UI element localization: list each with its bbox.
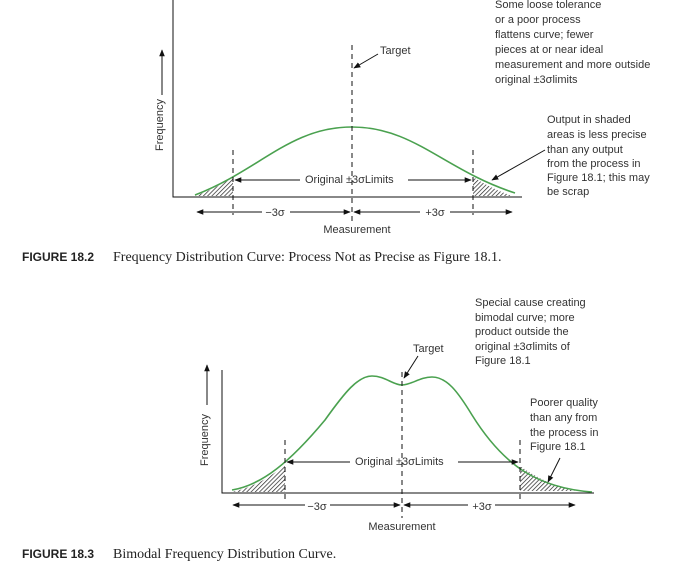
target-arrow bbox=[353, 53, 379, 69]
minus-sigma: −3σ bbox=[265, 207, 285, 219]
target-arrow bbox=[403, 355, 419, 379]
annotation: Figure 18.1 bbox=[530, 441, 586, 453]
x-axis-label: Measurement bbox=[323, 224, 390, 236]
annotation: Figure 18.1 bbox=[475, 355, 531, 367]
annotation: bimodal curve; more bbox=[475, 312, 575, 324]
y-axis-label: Frequency bbox=[154, 99, 166, 151]
limits-label: Original ±3σLimits bbox=[355, 456, 444, 468]
annotation: original ±3σlimits bbox=[495, 74, 578, 86]
annotation: original ±3σlimits of bbox=[475, 341, 571, 353]
annotation: the process in bbox=[530, 427, 598, 439]
plus-sigma: +3σ bbox=[425, 207, 445, 219]
annotation: Special cause creating bbox=[475, 297, 586, 309]
caption-label: FIGURE 18.2 bbox=[22, 250, 94, 264]
target-label: Target bbox=[413, 343, 444, 355]
annotation: Poorer quality bbox=[530, 397, 598, 409]
annotation: flattens curve; fewer bbox=[495, 29, 594, 41]
shaded-area bbox=[195, 177, 233, 196]
annotation: areas is less precise bbox=[547, 129, 647, 141]
target-label: Target bbox=[380, 45, 411, 57]
annotation: Figure 18.1; this may bbox=[547, 172, 650, 184]
shaded-area bbox=[520, 466, 575, 491]
annotation: product outside the bbox=[475, 326, 569, 338]
annotation: measurement and more outside bbox=[495, 59, 650, 71]
annotation-arrow bbox=[547, 457, 561, 483]
annotation: than any output bbox=[547, 144, 623, 156]
plus-sigma: +3σ bbox=[472, 501, 492, 513]
axes bbox=[221, 370, 594, 494]
annotation-arrow bbox=[491, 149, 546, 181]
annotation: from the process in bbox=[547, 158, 641, 170]
annotation: than any from bbox=[530, 412, 597, 424]
annotation: be scrap bbox=[547, 186, 589, 198]
y-axis-label: Frequency bbox=[199, 414, 211, 466]
axes bbox=[172, 0, 522, 198]
annotation: pieces at or near ideal bbox=[495, 44, 603, 56]
minus-sigma: −3σ bbox=[307, 501, 327, 513]
annotation: or a poor process bbox=[495, 14, 581, 26]
annotation: Output in shaded bbox=[547, 114, 631, 126]
caption-text: Frequency Distribution Curve: Process No… bbox=[113, 250, 501, 265]
caption-label: FIGURE 18.3 bbox=[22, 547, 94, 561]
x-axis-label: Measurement bbox=[368, 521, 435, 533]
annotation: Some loose tolerance bbox=[495, 0, 601, 11]
figure-18-3: Frequency Target Original ±3σLimits −3σ … bbox=[22, 297, 598, 562]
figure-18-2: Frequency Target Original ±3σLimits −3σ … bbox=[22, 0, 650, 265]
shaded-area bbox=[473, 177, 512, 196]
caption-text: Bimodal Frequency Distribution Curve. bbox=[113, 547, 336, 562]
limits-label: Original ±3σLimits bbox=[305, 174, 394, 186]
shaded-area bbox=[232, 465, 285, 492]
